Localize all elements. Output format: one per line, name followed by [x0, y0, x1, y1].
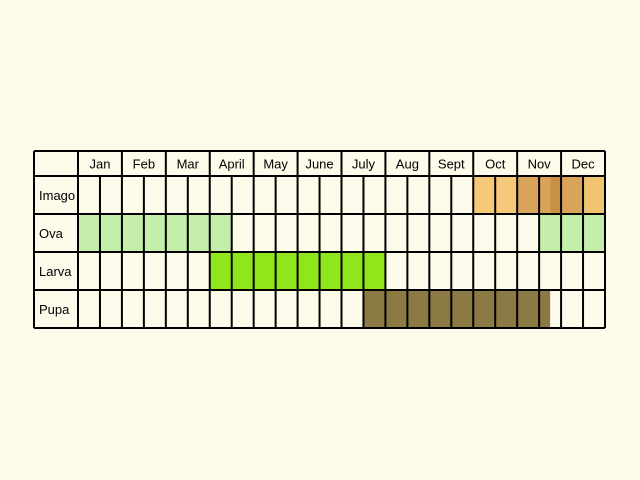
month-label-april: April: [219, 157, 245, 172]
stage-label-ova: Ova: [39, 226, 64, 241]
chart-grid: [33, 150, 606, 329]
month-label-feb: Feb: [133, 157, 155, 172]
stage-fill-imago-4: [583, 176, 605, 214]
month-label-dec: Dec: [571, 157, 595, 172]
month-label-jan: Jan: [89, 157, 110, 172]
stage-fill-ova-1: [539, 214, 605, 252]
month-label-may: May: [263, 157, 288, 172]
stage-label-imago: Imago: [39, 188, 75, 203]
month-label-oct: Oct: [485, 157, 506, 172]
month-label-mar: Mar: [177, 157, 200, 172]
chart-labels: Jan Feb Mar April May June July Aug Sept Oct Nov De…: [39, 157, 595, 318]
month-label-nov: Nov: [528, 157, 552, 172]
month-label-june: June: [305, 157, 333, 172]
stage-fill-imago-2: [550, 176, 562, 214]
stage-label-larva: Larva: [39, 264, 72, 279]
stage-fill-pupa-0: [363, 290, 551, 328]
stage-fill-imago-1: [517, 176, 551, 214]
stage-fill-imago-3: [561, 176, 584, 214]
month-label-sept: Sept: [438, 157, 465, 172]
month-label-july: July: [352, 157, 376, 172]
stage-fill-ova-0: [78, 214, 232, 252]
month-label-aug: Aug: [396, 157, 419, 172]
stage-label-pupa: Pupa: [39, 302, 70, 317]
